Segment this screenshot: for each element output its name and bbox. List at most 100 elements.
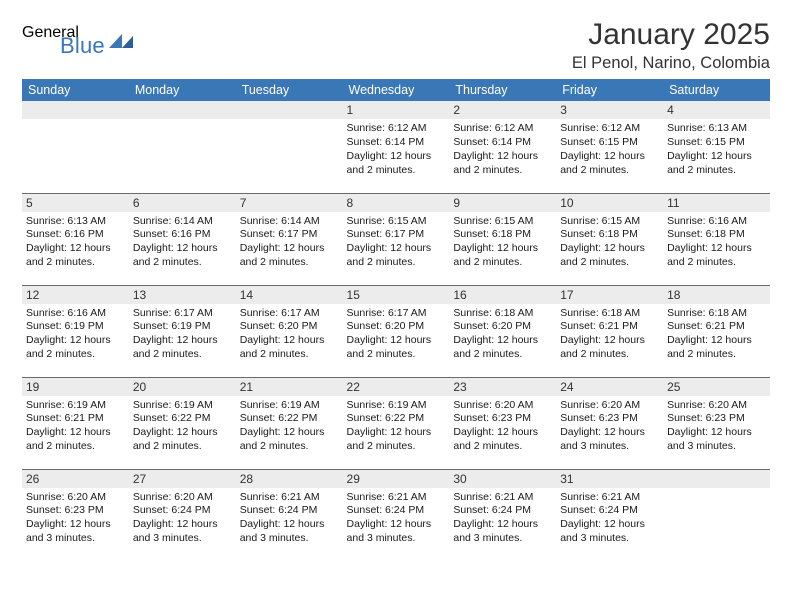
daylight: Daylight: 12 hours and 2 minutes. [133,426,232,454]
sunset: Sunset: 6:21 PM [667,320,766,334]
day-info: Sunrise: 6:19 AMSunset: 6:22 PMDaylight:… [347,399,446,454]
sunrise: Sunrise: 6:13 AM [26,215,125,229]
day-number: 12 [22,286,129,304]
sunset: Sunset: 6:24 PM [240,504,339,518]
sunrise: Sunrise: 6:20 AM [560,399,659,413]
sunrise: Sunrise: 6:19 AM [133,399,232,413]
day-info: Sunrise: 6:21 AMSunset: 6:24 PMDaylight:… [560,491,659,546]
daylight: Daylight: 12 hours and 2 minutes. [347,334,446,362]
sunset: Sunset: 6:23 PM [667,412,766,426]
day-info: Sunrise: 6:18 AMSunset: 6:21 PMDaylight:… [560,307,659,362]
day-info: Sunrise: 6:17 AMSunset: 6:19 PMDaylight:… [133,307,232,362]
calendar-cell: 21 Sunrise: 6:19 AMSunset: 6:22 PMDayligh… [236,377,343,469]
day-number [236,101,343,119]
day-info: Sunrise: 6:17 AMSunset: 6:20 PMDaylight:… [347,307,446,362]
calendar-cell [663,469,770,561]
sunrise: Sunrise: 6:18 AM [453,307,552,321]
day-info: Sunrise: 6:12 AMSunset: 6:14 PMDaylight:… [453,122,552,177]
sunrise: Sunrise: 6:19 AM [240,399,339,413]
calendar-cell: 2Sunrise: 6:12 AMSunset: 6:14 PMDaylight… [449,101,556,193]
day-number: 16 [449,286,556,304]
daylight: Daylight: 12 hours and 2 minutes. [453,426,552,454]
calendar-table: Sunday Monday Tuesday Wednesday Thursday… [22,79,770,561]
calendar-cell: 10Sunrise: 6:15 AMSunset: 6:18 PMDayligh… [556,193,663,285]
day-info: Sunrise: 6:13 AMSunset: 6:16 PMDaylight:… [26,215,125,270]
daylight: Daylight: 12 hours and 3 minutes. [453,518,552,546]
day-number: 26 [22,470,129,488]
calendar-cell: 12 Sunrise: 6:16 AMSunset: 6:19 PMDayligh… [22,285,129,377]
sunset: Sunset: 6:16 PM [133,228,232,242]
sunset: Sunset: 6:15 PM [560,136,659,150]
daylight: Daylight: 12 hours and 2 minutes. [453,150,552,178]
day-number: 19 [22,378,129,396]
daylight: Daylight: 12 hours and 2 minutes. [26,426,125,454]
daylight: Daylight: 12 hours and 2 minutes. [453,334,552,362]
day-info: Sunrise: 6:18 AMSunset: 6:21 PMDaylight:… [667,307,766,362]
calendar-cell: 19 Sunrise: 6:19 AMSunset: 6:21 PMDayligh… [22,377,129,469]
day-info: Sunrise: 6:13 AMSunset: 6:15 PMDaylight:… [667,122,766,177]
sunrise: Sunrise: 6:20 AM [667,399,766,413]
day-number: 9 [449,194,556,212]
sunset: Sunset: 6:15 PM [667,136,766,150]
day-number: 25 [663,378,770,396]
day-number: 18 [663,286,770,304]
calendar-cell: 1Sunrise: 6:12 AMSunset: 6:14 PMDaylight… [343,101,450,193]
day-number: 10 [556,194,663,212]
daylight: Daylight: 12 hours and 2 minutes. [347,150,446,178]
daylight: Daylight: 12 hours and 2 minutes. [240,242,339,270]
daylight: Daylight: 12 hours and 2 minutes. [560,334,659,362]
day-number: 14 [236,286,343,304]
calendar-cell: 6Sunrise: 6:14 AMSunset: 6:16 PMDaylight… [129,193,236,285]
day-number: 21 [236,378,343,396]
calendar-cell: 14Sunrise: 6:17 AMSunset: 6:20 PMDayligh… [236,285,343,377]
day-info: Sunrise: 6:20 AMSunset: 6:23 PMDaylight:… [26,491,125,546]
day-info: Sunrise: 6:19 AMSunset: 6:21 PMDaylight:… [26,399,125,454]
daylight: Daylight: 12 hours and 3 minutes. [560,426,659,454]
sunset: Sunset: 6:20 PM [240,320,339,334]
day-info: Sunrise: 6:16 AMSunset: 6:19 PMDaylight:… [26,307,125,362]
logo-text: General Blue [22,26,105,55]
sunrise: Sunrise: 6:14 AM [240,215,339,229]
day-info: Sunrise: 6:19 AMSunset: 6:22 PMDaylight:… [240,399,339,454]
day-number: 31 [556,470,663,488]
daylight: Daylight: 12 hours and 2 minutes. [240,426,339,454]
calendar-cell: 24Sunrise: 6:20 AMSunset: 6:23 PMDayligh… [556,377,663,469]
sunset: Sunset: 6:16 PM [26,228,125,242]
sunset: Sunset: 6:24 PM [347,504,446,518]
calendar-cell: 3Sunrise: 6:12 AMSunset: 6:15 PMDaylight… [556,101,663,193]
daylight: Daylight: 12 hours and 2 minutes. [560,242,659,270]
day-info: Sunrise: 6:20 AMSunset: 6:23 PMDaylight:… [453,399,552,454]
sunset: Sunset: 6:22 PM [240,412,339,426]
calendar-cell: 22Sunrise: 6:19 AMSunset: 6:22 PMDayligh… [343,377,450,469]
day-number: 27 [129,470,236,488]
title-block: January 2025 El Penol, Narino, Colombia [572,18,770,73]
daylight: Daylight: 12 hours and 3 minutes. [347,518,446,546]
day-number: 7 [236,194,343,212]
day-info: Sunrise: 6:12 AMSunset: 6:14 PMDaylight:… [347,122,446,177]
daylight: Daylight: 12 hours and 3 minutes. [667,426,766,454]
calendar-cell: 15Sunrise: 6:17 AMSunset: 6:20 PMDayligh… [343,285,450,377]
sunrise: Sunrise: 6:17 AM [133,307,232,321]
sunrise: Sunrise: 6:17 AM [240,307,339,321]
day-info: Sunrise: 6:20 AMSunset: 6:24 PMDaylight:… [133,491,232,546]
day-number: 8 [343,194,450,212]
calendar-week: 19Sunrise: 6:19 AMSunset: 6:21 PMDayligh… [22,377,770,469]
sunset: Sunset: 6:23 PM [26,504,125,518]
daylight: Daylight: 12 hours and 2 minutes. [26,334,125,362]
day-header: Tuesday [236,79,343,101]
sunset: Sunset: 6:18 PM [560,228,659,242]
sunrise: Sunrise: 6:15 AM [347,215,446,229]
day-info: Sunrise: 6:18 AMSunset: 6:20 PMDaylight:… [453,307,552,362]
calendar-week: 5Sunrise: 6:13 AMSunset: 6:16 PMDaylight… [22,193,770,285]
sunset: Sunset: 6:21 PM [26,412,125,426]
sunset: Sunset: 6:23 PM [453,412,552,426]
day-number: 20 [129,378,236,396]
location: El Penol, Narino, Colombia [572,54,770,73]
day-number: 29 [343,470,450,488]
daylight: Daylight: 12 hours and 3 minutes. [240,518,339,546]
calendar-cell: 25 Sunrise: 6:20 AMSunset: 6:23 PMDayligh… [663,377,770,469]
day-header: Friday [556,79,663,101]
sunrise: Sunrise: 6:17 AM [347,307,446,321]
logo-mark-icon [109,32,135,52]
calendar-cell [236,101,343,193]
